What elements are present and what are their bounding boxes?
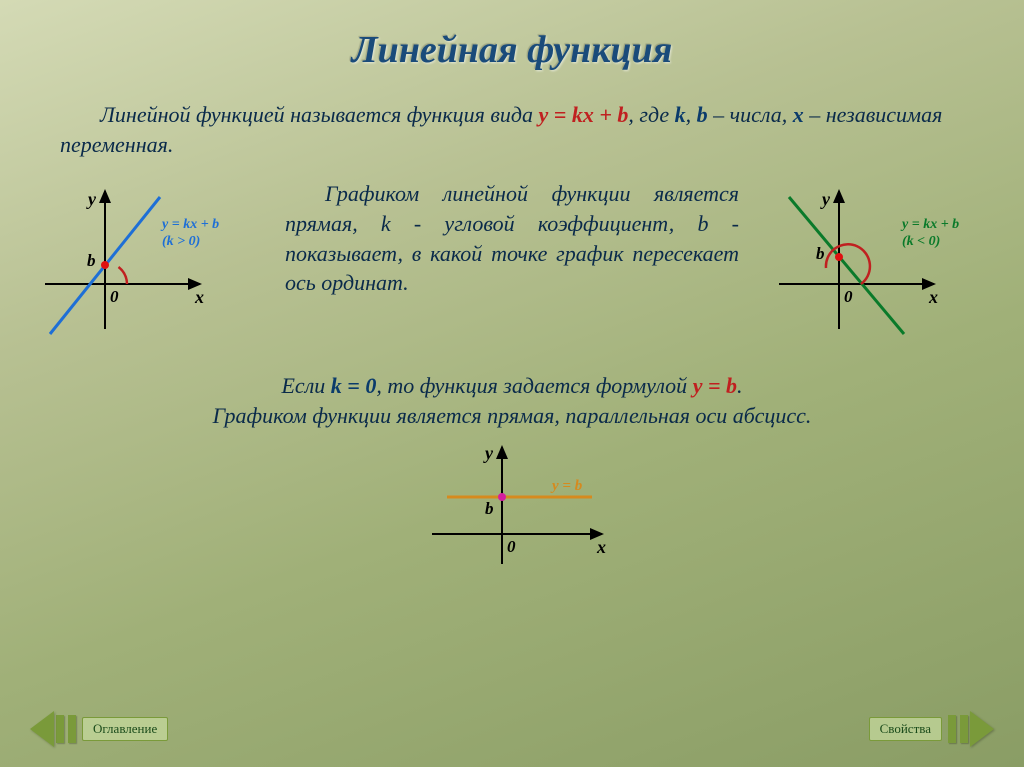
graph-k-negative: у х 0 b y = kx + b (k < 0) xyxy=(764,179,994,349)
def-mid: , где xyxy=(628,102,674,127)
k0-kzero: k = 0 xyxy=(331,373,377,398)
def-comma: , xyxy=(686,102,697,127)
def-mid2: – числа, xyxy=(708,102,793,127)
k0-suffix: . xyxy=(737,373,743,398)
k0-yb: у = b xyxy=(693,373,737,398)
right-x-axis-label: х xyxy=(929,287,938,308)
right-b-label: b xyxy=(816,244,825,264)
def-k: k xyxy=(675,102,686,127)
page-title: Линейная функция xyxy=(0,0,1024,72)
middle-row: у х 0 b y = kx + b (k > 0) Графиком лине… xyxy=(0,179,1024,349)
arrow-right-icon xyxy=(970,711,994,747)
right-formula-label: y = kx + b (k < 0) xyxy=(902,217,959,251)
left-condition: (k > 0) xyxy=(162,234,200,249)
nav-bar-icon xyxy=(948,715,956,743)
left-y-axis-label: у xyxy=(88,189,96,210)
k-zero-text: Если k = 0, то функция задается формулой… xyxy=(60,371,964,430)
graph-svg-left xyxy=(30,179,260,349)
right-y-axis-label: у xyxy=(822,189,830,210)
nav-bar-icon xyxy=(960,715,968,743)
graph-svg-right xyxy=(764,179,994,349)
props-label: Свойства xyxy=(869,717,942,741)
graph-k-positive: у х 0 b y = kx + b (k > 0) xyxy=(30,179,260,349)
bottom-y-axis-label: у xyxy=(485,443,493,464)
left-formula: y = kx + b xyxy=(162,217,219,232)
graph-y-equals-b: у х 0 b y = b xyxy=(407,439,617,579)
toc-button[interactable]: Оглавление xyxy=(30,711,172,747)
nav-bar-icon xyxy=(56,715,64,743)
k0-prefix: Если xyxy=(281,373,330,398)
bottom-formula-label: y = b xyxy=(552,477,582,495)
bottom-origin-label: 0 xyxy=(507,537,516,557)
left-x-axis-label: х xyxy=(195,287,204,308)
def-b: b xyxy=(697,102,708,127)
bottom-b-label: b xyxy=(485,499,494,519)
right-condition: (k < 0) xyxy=(902,234,940,249)
def-x: х xyxy=(793,102,804,127)
right-formula: y = kx + b xyxy=(902,217,959,232)
left-origin-label: 0 xyxy=(110,287,119,307)
left-b-label: b xyxy=(87,251,96,271)
arrow-left-icon xyxy=(30,711,54,747)
center-description: Графиком линейной функции является пряма… xyxy=(260,179,764,298)
toc-label: Оглавление xyxy=(82,717,168,741)
def-prefix: Линейной функцией называется функция вид… xyxy=(100,102,539,127)
definition-text: Линейной функцией называется функция вид… xyxy=(60,100,964,159)
k0-mid: , то функция задается формулой xyxy=(376,373,692,398)
graph-svg-bottom xyxy=(407,439,617,579)
nav-bar-icon xyxy=(68,715,76,743)
bottom-x-axis-label: х xyxy=(597,537,606,558)
def-formula: у = kx + b xyxy=(539,102,629,127)
k0-line2: Графиком функции является прямая, паралл… xyxy=(213,403,812,428)
right-origin-label: 0 xyxy=(844,287,853,307)
left-formula-label: y = kx + b (k > 0) xyxy=(162,217,219,251)
properties-button[interactable]: Свойства xyxy=(865,711,994,747)
